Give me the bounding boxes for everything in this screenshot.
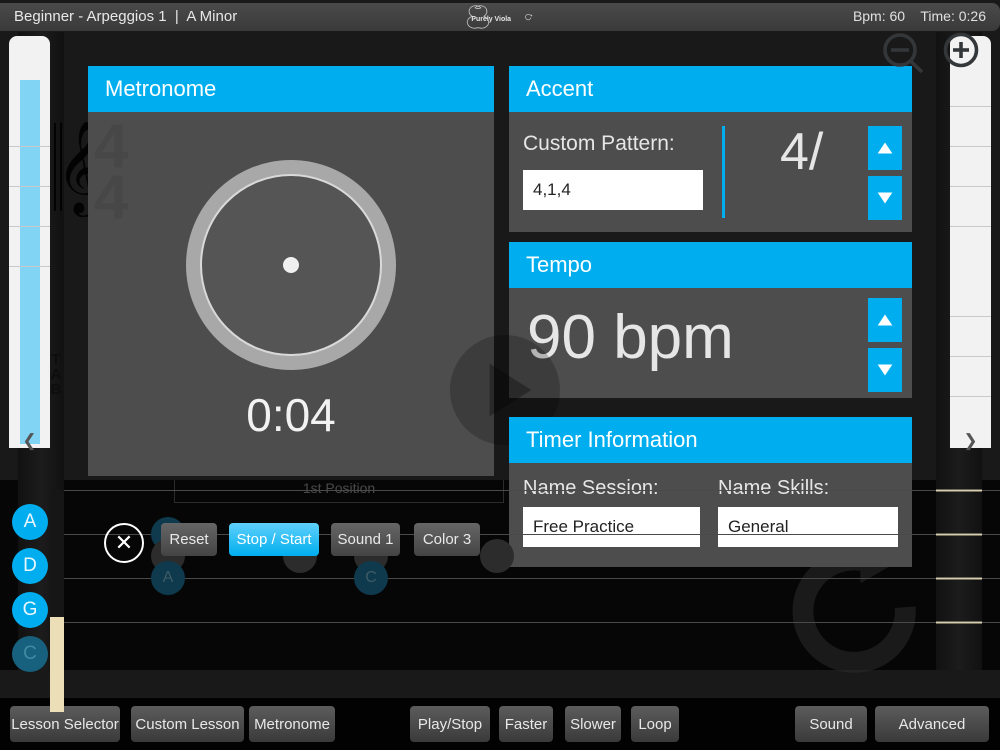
svg-text:Purely Viola: Purely Viola — [471, 16, 511, 23]
